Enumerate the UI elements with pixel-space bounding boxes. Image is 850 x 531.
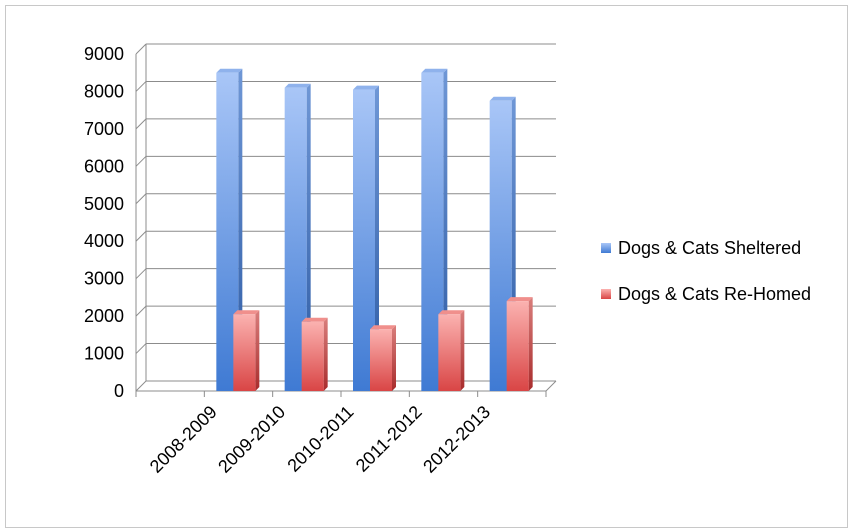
gridline [135,155,556,167]
legend-swatch [601,243,611,253]
x-category-label: 2010-2011 [283,402,357,476]
legend-swatch [601,289,611,299]
y-tick-label: 0 [114,381,124,401]
legend-item: Dogs & Cats Sheltered [601,238,801,258]
gridline [135,268,556,280]
floor-edge [545,380,557,392]
gridline [135,43,556,55]
x-category-label: 2011-2012 [352,402,426,476]
axes [135,44,557,397]
x-category-label: 2008-2009 [146,402,221,477]
y-tick-label: 7000 [84,119,124,139]
bars [216,68,533,392]
x-category-label: 2012-2013 [419,402,494,477]
y-tick-label: 5000 [84,194,124,214]
y-tick-label: 3000 [84,269,124,289]
gridline [135,305,556,317]
y-tick-label: 1000 [84,344,124,364]
legend: Dogs & Cats Sheltered Dogs & Cats Re-Home… [601,238,811,304]
legend-label: Dogs & Cats Re-Homed [618,284,811,304]
bar-rehomed [370,325,396,391]
gridlines [135,43,556,392]
gridline [135,193,556,205]
bar-rehomed [301,317,328,391]
y-axis-tick-labels: 0 1000 2000 3000 4000 5000 6000 7000 8000 9000 [84,44,124,401]
bar-sheltered [353,85,379,392]
gridline [135,380,556,392]
x-axis-category-labels: 2008-20092009-20102010-20112011-20122012… [146,402,494,477]
bar-rehomed [233,310,260,391]
bar-rehomed [438,310,465,391]
gridline [135,343,556,354]
gridline [135,80,556,92]
y-tick-label: 8000 [84,81,124,101]
bar-sheltered [284,83,311,391]
y-tick-label: 6000 [84,156,124,176]
y-tick-label: 9000 [84,44,124,64]
y-tick-label: 4000 [84,231,124,251]
gridline [135,230,556,242]
gridline [135,118,556,130]
legend-item: Dogs & Cats Re-Homed [601,284,811,304]
bar-rehomed [506,297,533,391]
legend-label: Dogs & Cats Sheltered [618,238,801,258]
y-tick-label: 2000 [84,306,124,326]
x-category-label: 2009-2010 [214,402,289,477]
